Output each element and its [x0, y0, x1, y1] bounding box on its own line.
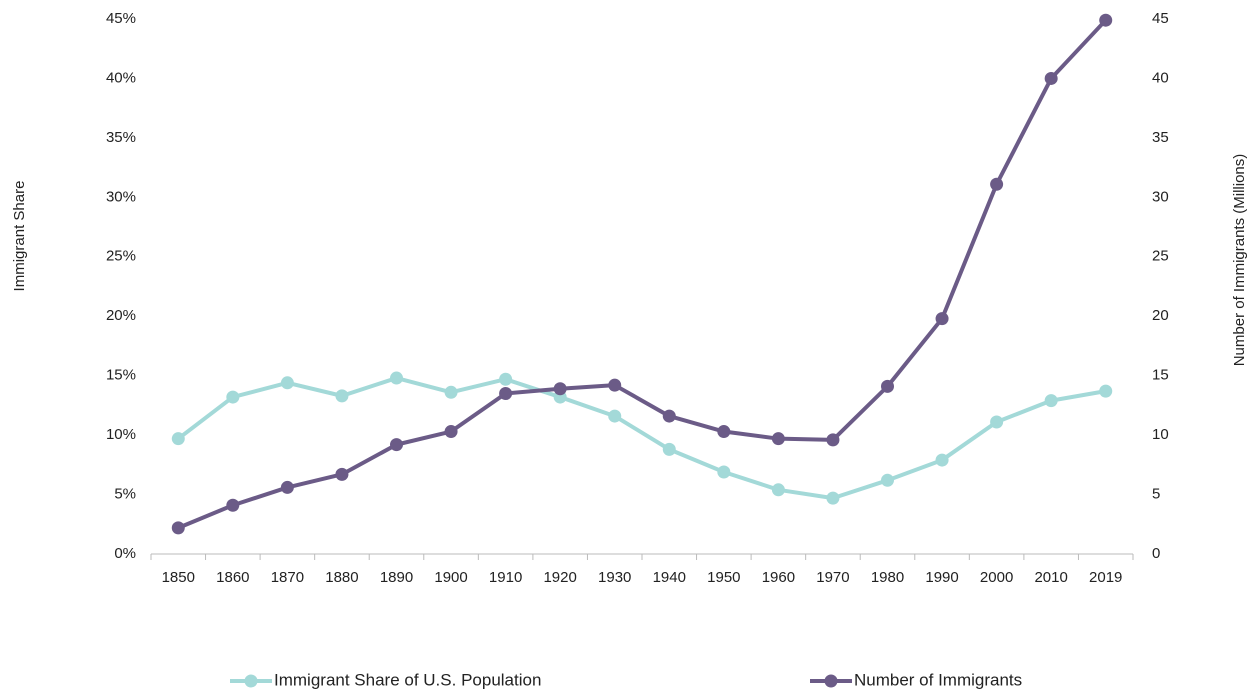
y2-tick-label: 10: [1152, 426, 1169, 443]
y2-tick-label: 5: [1152, 486, 1160, 503]
y-tick-label: 15%: [106, 367, 136, 384]
point: [1044, 71, 1058, 85]
y-tick-label: 0%: [114, 545, 136, 562]
point: [662, 409, 676, 423]
y-tick-label: 5%: [114, 486, 136, 503]
y2-tick-label: 0: [1152, 545, 1160, 562]
legend-label: Immigrant Share of U.S. Population: [274, 670, 541, 689]
x-tick-label: 1860: [216, 569, 249, 586]
point: [717, 425, 731, 439]
point: [990, 177, 1004, 191]
x-tick-label: 1850: [162, 569, 195, 586]
series-line: [177, 18, 1108, 530]
point: [1044, 394, 1058, 408]
legend-marker: [824, 674, 838, 688]
x-tick-label: 1920: [543, 569, 576, 586]
point: [717, 465, 731, 479]
y-tick-label: 20%: [106, 307, 136, 324]
point: [280, 480, 294, 494]
y2-tick-label: 20: [1152, 307, 1169, 324]
x-tick-label: 1980: [871, 569, 904, 586]
x-tick-label: 1960: [762, 569, 795, 586]
series-line: [177, 376, 1107, 501]
point: [881, 473, 894, 487]
x-tick-label: 2000: [980, 569, 1013, 586]
point: [771, 483, 785, 497]
point: [826, 433, 840, 447]
point: [608, 409, 622, 423]
y-tick-label: 10%: [106, 426, 136, 443]
point: [499, 387, 513, 400]
y-axis-title: Immigrant Share: [11, 181, 28, 292]
point: [771, 432, 785, 446]
point: [280, 376, 294, 390]
y-tick-label: 35%: [106, 129, 136, 146]
x-tick-label: 1890: [380, 569, 413, 586]
point: [935, 453, 949, 467]
point: [226, 390, 240, 404]
x-tick-label: 2019: [1089, 569, 1122, 586]
y-tick-label: 40%: [106, 69, 136, 86]
x-tick-label: 1870: [271, 569, 304, 586]
point: [171, 432, 185, 446]
point: [335, 389, 349, 403]
point: [826, 491, 840, 505]
x-tick-label: 1940: [653, 569, 686, 586]
x-tick-label: 1950: [707, 569, 740, 586]
point: [390, 438, 403, 452]
x-tick-label: 1970: [816, 569, 849, 586]
point: [553, 382, 567, 396]
point: [444, 385, 458, 399]
point: [608, 378, 622, 392]
point: [335, 467, 349, 481]
y-tick-label: 45%: [106, 10, 136, 27]
y-tick-label: 30%: [106, 188, 136, 205]
point: [881, 379, 894, 393]
point: [171, 521, 185, 535]
x-tick-label: 1910: [489, 569, 522, 586]
x-tick-label: 1880: [325, 569, 358, 586]
y2-tick-label: 15: [1152, 367, 1169, 384]
x-tick-label: 2010: [1034, 569, 1067, 586]
y2-tick-label: 30: [1152, 188, 1169, 205]
y2-tick-label: 45: [1152, 10, 1169, 27]
x-tick-label: 1930: [598, 569, 631, 586]
point: [1099, 13, 1113, 27]
x-tick-label: 1900: [434, 569, 467, 586]
point: [226, 498, 240, 512]
point: [499, 372, 513, 386]
point: [662, 442, 676, 456]
y-tick-label: 25%: [106, 248, 136, 265]
legend-marker: [244, 674, 258, 688]
point: [444, 425, 458, 439]
y2-tick-label: 25: [1152, 248, 1169, 265]
point: [390, 371, 403, 385]
point: [990, 415, 1004, 429]
y2-tick-label: 35: [1152, 129, 1169, 146]
y2-axis-title: Number of Immigrants (Millions): [1231, 154, 1248, 367]
point: [935, 312, 949, 326]
point: [1099, 384, 1113, 398]
x-tick-label: 1990: [925, 569, 958, 586]
y2-tick-label: 40: [1152, 69, 1169, 86]
legend-label: Number of Immigrants: [854, 670, 1022, 689]
